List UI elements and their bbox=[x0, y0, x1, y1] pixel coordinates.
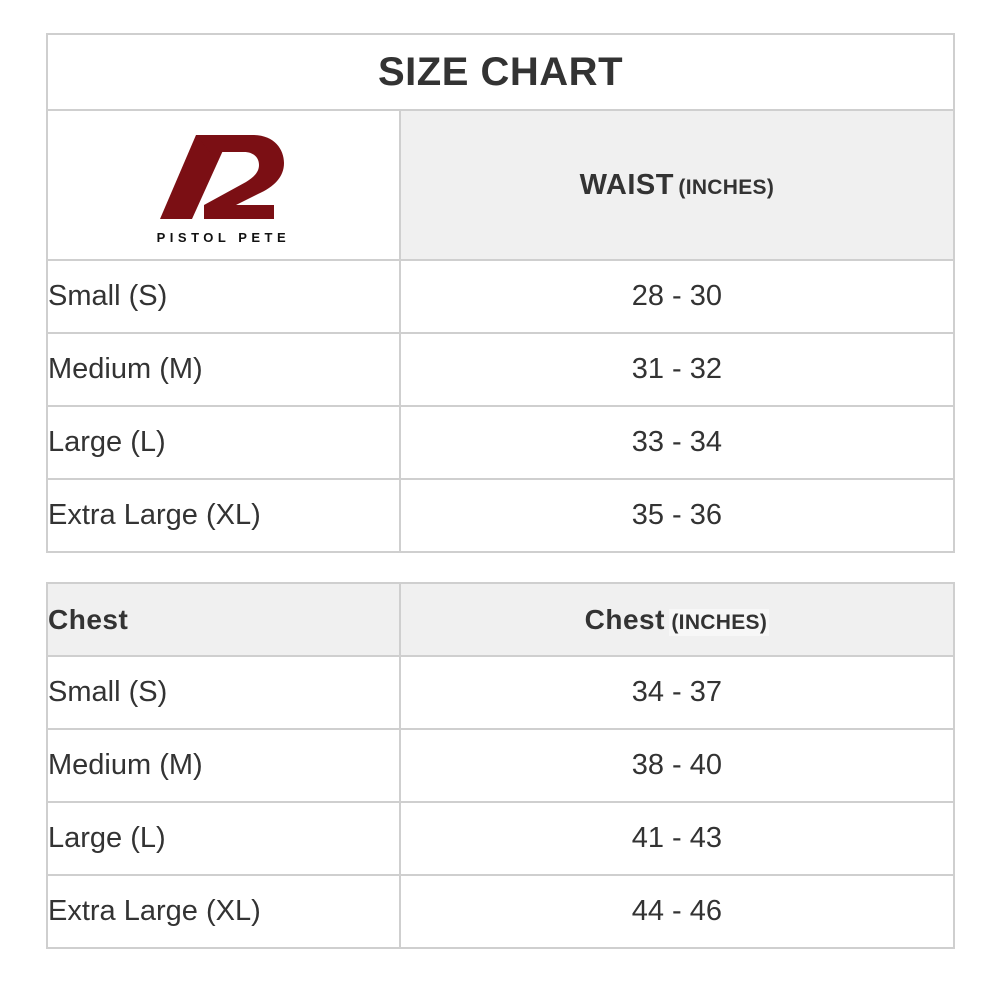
chart-title-cell: SIZE CHART bbox=[46, 33, 955, 111]
chest-size-header-label: Chest bbox=[48, 603, 129, 635]
waist-header-units: (INCHES) bbox=[678, 175, 775, 199]
waist-size-table: SIZE CHART PISTOL PETE bbox=[46, 33, 956, 553]
chest-header-row: Chest Chest (INCHES) bbox=[46, 582, 956, 657]
brand-wordmark: PISTOL PETE bbox=[156, 230, 291, 245]
waist-header-row: PISTOL PETE WAIST (INCHES) bbox=[46, 109, 956, 261]
table-row: Medium (M) 31 - 32 bbox=[46, 332, 956, 407]
chest-header-main: Chest bbox=[584, 603, 665, 635]
chest-row-3-size: Extra Large (XL) bbox=[46, 874, 401, 949]
waist-row-2-value: 33 - 34 bbox=[398, 405, 956, 480]
chest-row-0-value: 34 - 37 bbox=[398, 655, 956, 730]
title-row: SIZE CHART bbox=[46, 33, 955, 111]
table-row: Large (L) 33 - 34 bbox=[46, 405, 956, 480]
chest-row-3-value: 44 - 46 bbox=[398, 874, 956, 949]
chest-size-column-header: Chest bbox=[46, 582, 401, 657]
waist-row-0-size: Small (S) bbox=[46, 259, 401, 334]
chest-header-units: (INCHES) bbox=[669, 608, 770, 636]
chest-size-table: Chest Chest (INCHES) Small (S) 34 - 37 M… bbox=[46, 582, 956, 949]
table-row: Small (S) 34 - 37 bbox=[46, 655, 956, 730]
waist-header-main: WAIST bbox=[579, 168, 674, 201]
chest-row-1-size: Medium (M) bbox=[46, 728, 401, 803]
waist-column-header: WAIST (INCHES) bbox=[398, 109, 956, 261]
chest-row-2-value: 41 - 43 bbox=[398, 801, 956, 876]
page-title: SIZE CHART bbox=[378, 50, 623, 94]
pistol-pete-p2-logo-icon bbox=[160, 135, 285, 219]
table-row: Extra Large (XL) 35 - 36 bbox=[46, 478, 956, 553]
chest-row-1-value: 38 - 40 bbox=[398, 728, 956, 803]
table-row: Large (L) 41 - 43 bbox=[46, 801, 956, 876]
table-row: Small (S) 28 - 30 bbox=[46, 259, 956, 334]
chest-row-2-size: Large (L) bbox=[46, 801, 401, 876]
waist-row-3-size: Extra Large (XL) bbox=[46, 478, 401, 553]
waist-row-1-size: Medium (M) bbox=[46, 332, 401, 407]
chest-column-header: Chest (INCHES) bbox=[398, 582, 956, 657]
waist-row-3-value: 35 - 36 bbox=[398, 478, 956, 553]
table-row: Extra Large (XL) 44 - 46 bbox=[46, 874, 956, 949]
brand-logo: PISTOL PETE bbox=[157, 123, 291, 245]
table-separator bbox=[46, 553, 955, 582]
brand-logo-cell: PISTOL PETE bbox=[46, 109, 401, 261]
chest-row-0-size: Small (S) bbox=[46, 655, 401, 730]
table-row: Medium (M) 38 - 40 bbox=[46, 728, 956, 803]
waist-row-0-value: 28 - 30 bbox=[398, 259, 956, 334]
waist-row-2-size: Large (L) bbox=[46, 405, 401, 480]
waist-row-1-value: 31 - 32 bbox=[398, 332, 956, 407]
